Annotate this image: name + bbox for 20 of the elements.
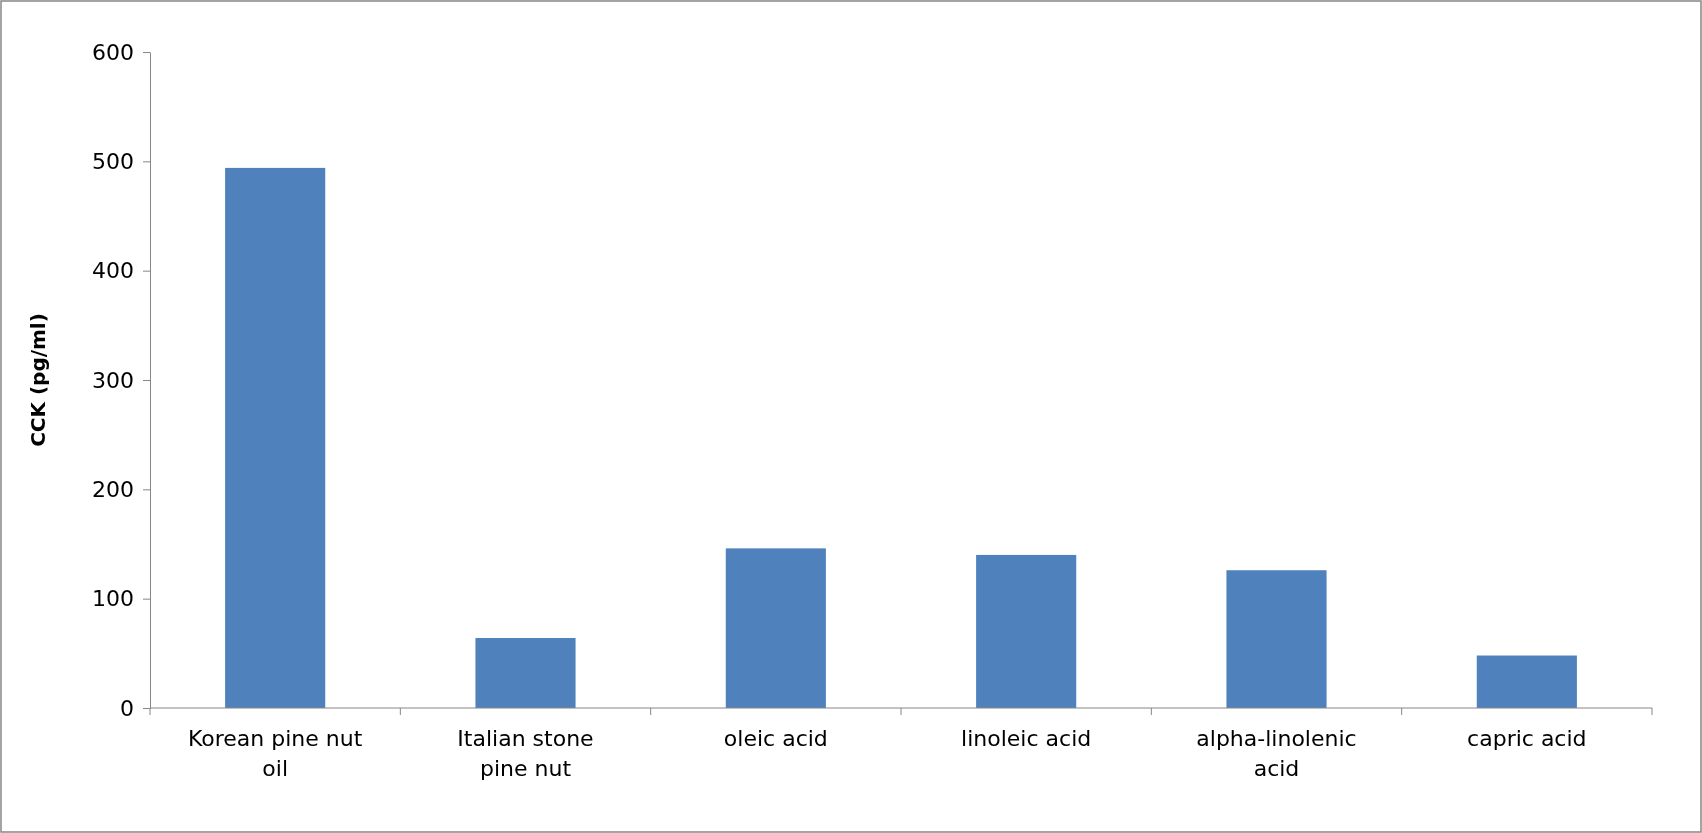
bar	[475, 638, 576, 708]
x-tick-label: Italian stone pine nut	[457, 726, 594, 781]
y-tick-label: 0	[120, 695, 134, 721]
x-tick-label: Korean pine nut oil	[187, 726, 363, 781]
y-tick-label: 300	[92, 367, 134, 393]
y-tick-label: 600	[92, 39, 134, 65]
x-tick-label: oleic acid	[723, 726, 828, 751]
x-tick-label: alpha-linolenic acid	[1196, 726, 1357, 781]
y-tick-label: 400	[92, 258, 134, 284]
y-tick-label: 100	[92, 586, 134, 612]
x-tick-label: linoleic acid	[961, 726, 1092, 751]
y-tick-label: 500	[92, 148, 134, 174]
y-axis-title: CCK (pg/ml)	[26, 313, 50, 447]
bar	[225, 167, 326, 708]
x-tick-label: capric acid	[1467, 726, 1587, 751]
y-tick-label: 200	[92, 476, 134, 502]
bar	[1476, 655, 1577, 708]
bar	[1226, 570, 1327, 708]
bar	[725, 548, 826, 708]
bar	[976, 554, 1077, 708]
